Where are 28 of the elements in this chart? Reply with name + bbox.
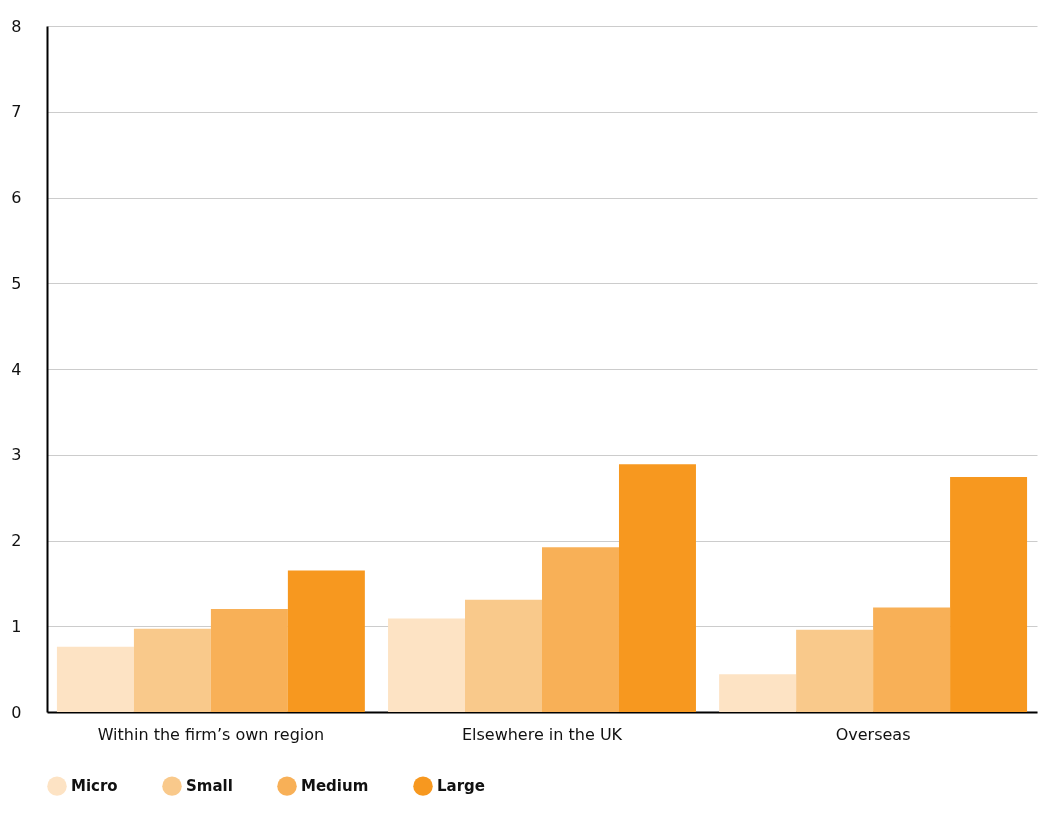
y-tick-label: 3 bbox=[11, 445, 22, 465]
y-tick-label: 1 bbox=[11, 616, 22, 636]
x-tick-label: Within the firm’s own region bbox=[97, 724, 325, 744]
y-tick-label: 7 bbox=[11, 102, 22, 122]
x-tick-label: Elsewhere in the UK bbox=[461, 724, 623, 744]
legend-label: Medium bbox=[301, 777, 369, 796]
legend-label: Micro bbox=[71, 777, 118, 796]
bar bbox=[796, 629, 874, 712]
bar bbox=[873, 607, 951, 712]
bar bbox=[719, 674, 797, 712]
bar bbox=[210, 609, 288, 712]
y-tick-label: 5 bbox=[11, 273, 22, 293]
bar bbox=[618, 464, 696, 712]
y-tick-label: 0 bbox=[11, 702, 22, 722]
y-tick-label: 2 bbox=[11, 531, 22, 550]
legend-label: Small bbox=[186, 777, 233, 796]
y-tick-label: 4 bbox=[11, 359, 22, 379]
bar bbox=[133, 628, 211, 712]
legend-label: Large bbox=[437, 777, 485, 796]
y-tick-label: 6 bbox=[11, 188, 22, 207]
y-tick-label: 8 bbox=[11, 16, 22, 36]
x-tick-label: Overseas bbox=[835, 724, 911, 744]
bar bbox=[542, 547, 619, 712]
bar bbox=[950, 477, 1028, 712]
bar bbox=[56, 646, 134, 712]
bar bbox=[465, 599, 542, 712]
bar bbox=[388, 618, 466, 712]
bar bbox=[287, 570, 365, 712]
